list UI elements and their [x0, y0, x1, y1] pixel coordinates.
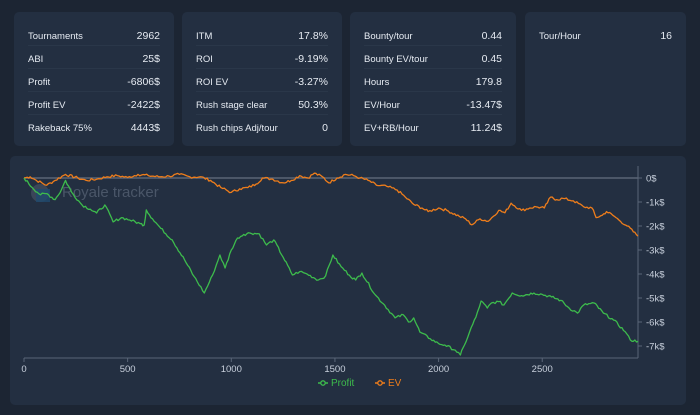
- stat-value: 0.45: [481, 53, 502, 65]
- y-tick-label: -1k$: [646, 198, 665, 209]
- stat-label: ABI: [28, 54, 44, 65]
- stats-card-1: Tournaments 2962 ABI 25$ Profit -6806$ Profit …: [14, 12, 174, 146]
- legend-marker-icon: [320, 380, 326, 386]
- y-tick-label: -7k$: [646, 342, 665, 353]
- stat-value: 179.8: [475, 76, 502, 88]
- stat-row: EV/Hour -13.47$: [364, 91, 502, 115]
- stat-row: Rush stage clear 50.3%: [196, 91, 328, 115]
- stat-row: Profit -6806$: [28, 68, 160, 92]
- stat-label: Bounty EV/tour: [364, 54, 428, 65]
- legend-label: EV: [388, 378, 402, 389]
- stat-label: EV+RB/Hour: [364, 123, 419, 134]
- stat-value: 25$: [142, 53, 160, 65]
- stat-label: Tournaments: [28, 31, 83, 42]
- stat-row: Rakeback 75% 4443$: [28, 114, 160, 137]
- stat-value: 11.24$: [470, 122, 502, 134]
- stat-row: ROI -9.19%: [196, 45, 328, 69]
- watermark: Royale tracker: [31, 184, 159, 202]
- x-tick-label: 0: [21, 364, 26, 375]
- stat-value: -3.27%: [294, 76, 328, 88]
- x-tick-label: 1000: [221, 364, 242, 375]
- chart-legend: Profit EV: [318, 378, 402, 389]
- legend-item-ev[interactable]: EV: [375, 378, 402, 389]
- stat-label: Rush stage clear: [196, 100, 268, 111]
- stat-row: Bounty/tour 0.44: [364, 22, 502, 46]
- stat-value: 50.3%: [298, 99, 328, 111]
- stat-row: EV+RB/Hour 11.24$: [364, 114, 502, 137]
- stat-row: ABI 25$: [28, 45, 160, 69]
- stat-value: 17.8%: [298, 30, 328, 42]
- stat-row: ROI EV -3.27%: [196, 68, 328, 92]
- stat-value: -9.19%: [294, 53, 328, 65]
- x-tick-label: 2500: [532, 364, 553, 375]
- watermark-logo-shape: [36, 189, 50, 202]
- stat-value: 0: [322, 122, 328, 134]
- profit-chart: Royale tracker 0$ -1k$ -2k$ -3k$ -4k$ -5k$ -6k…: [21, 166, 665, 389]
- x-tick-label: 1500: [324, 364, 345, 375]
- stat-label: Rakeback 75%: [28, 123, 92, 134]
- stat-label: Tour/Hour: [539, 31, 581, 42]
- chart-card: Royale tracker 0$ -1k$ -2k$ -3k$ -4k$ -5k$ -6k…: [10, 156, 686, 405]
- stat-value: 0.44: [481, 30, 502, 42]
- legend-marker-icon: [377, 380, 383, 386]
- legend-item-profit[interactable]: Profit: [318, 378, 355, 389]
- watermark-text: Royale tracker: [62, 184, 159, 201]
- x-tick-label: 500: [120, 364, 136, 375]
- stats-card-2: ITM 17.8% ROI -9.19% ROI EV -3.27% Rush stage …: [182, 12, 342, 146]
- stat-label: ROI: [196, 54, 213, 65]
- y-tick-label: -5k$: [646, 294, 665, 305]
- stat-value: 4443$: [130, 122, 160, 134]
- stat-value: 2962: [136, 30, 160, 42]
- stat-label: Profit EV: [28, 100, 66, 111]
- y-tick-label: 0$: [646, 174, 657, 185]
- stat-label: Rush chips Adj/tour: [196, 123, 278, 134]
- stat-label: Hours: [364, 77, 390, 88]
- y-tick-label: -4k$: [646, 270, 665, 281]
- stat-row: ITM 17.8%: [196, 22, 328, 46]
- x-tick-label: 2000: [428, 364, 449, 375]
- stats-card-3: Bounty/tour 0.44 Bounty EV/tour 0.45 Hours 17…: [350, 12, 516, 146]
- stat-row: Tour/Hour 16: [539, 22, 672, 45]
- stats-card-4: Tour/Hour 16: [525, 12, 686, 146]
- stat-label: Bounty/tour: [364, 31, 413, 42]
- stat-label: ROI EV: [196, 77, 229, 88]
- series-line-profit: [23, 177, 639, 356]
- stat-row: Hours 179.8: [364, 68, 502, 92]
- stat-value: 16: [660, 30, 672, 42]
- stat-label: Profit: [28, 77, 51, 88]
- y-tick-label: -2k$: [646, 222, 665, 233]
- series-line-ev: [23, 172, 639, 237]
- legend-label: Profit: [331, 378, 355, 389]
- y-tick-label: -3k$: [646, 246, 665, 257]
- stat-row: Rush chips Adj/tour 0: [196, 114, 328, 137]
- stat-row: Profit EV -2422$: [28, 91, 160, 115]
- stat-label: ITM: [196, 31, 213, 42]
- y-tick-label: -6k$: [646, 318, 665, 329]
- stat-value: -2422$: [127, 99, 160, 111]
- stat-value: -13.47$: [466, 99, 502, 111]
- stat-row: Tournaments 2962: [28, 22, 160, 46]
- stat-label: EV/Hour: [364, 100, 400, 111]
- stat-value: -6806$: [127, 76, 160, 88]
- stat-row: Bounty EV/tour 0.45: [364, 45, 502, 69]
